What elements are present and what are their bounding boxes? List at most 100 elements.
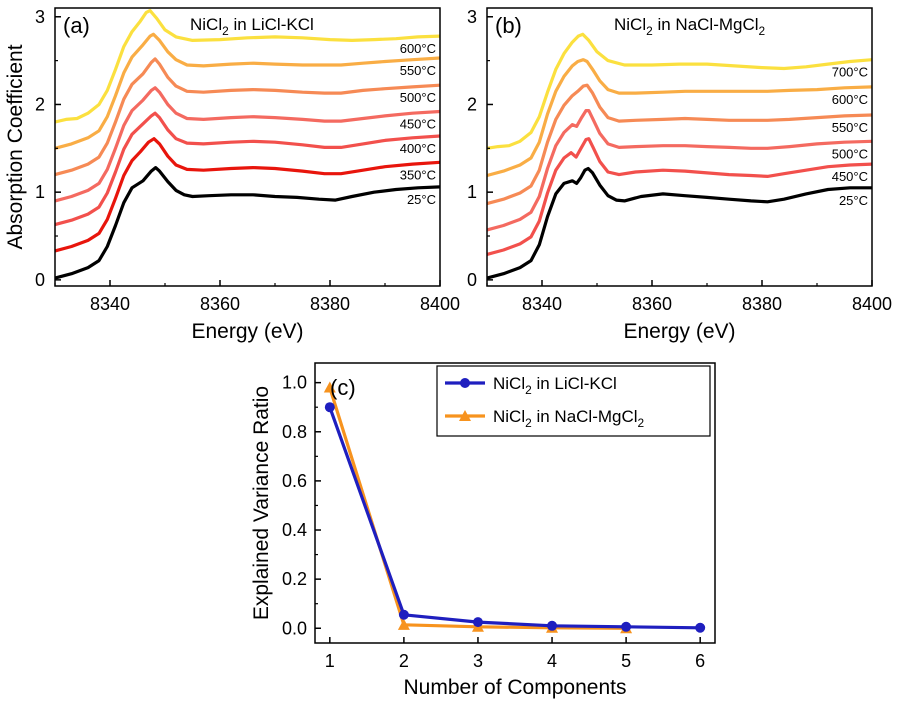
y-tick-label: 1 [467,182,477,202]
x-tick-label: 8400 [420,294,460,314]
data-point-circle [398,609,409,620]
y-tick-label: 1 [35,182,45,202]
y-tick-label: 0.4 [282,520,307,540]
text-part: NiCl [493,407,525,426]
y-tick-label: 2 [35,94,45,114]
y-axis-label: Explained Variance Ratio [250,386,273,620]
legend-label: NiCl2 in NaCl-MgCl2 [493,407,645,430]
data-point-circle [324,402,335,413]
panel-label: (b) [495,13,522,38]
curve-label: 25°C [407,192,436,207]
series-line-600°C [486,58,873,178]
x-tick-label: 8380 [742,294,782,314]
curve-label: 550°C [400,63,436,78]
x-tick-label: 3 [473,651,483,671]
curve-label: 450°C [832,169,868,184]
plot-frame [314,362,716,644]
data-point-triangle [397,618,410,630]
data-point-triangle [323,381,336,393]
plot-frame [54,7,441,287]
series-line-400°C [54,111,441,227]
subscript: 2 [525,383,532,397]
data-point-circle [621,621,632,632]
y-tick-label: 0.8 [282,422,307,442]
x-tick-label: 1 [325,651,335,671]
series-line-500°C [54,57,441,177]
curve-label: 700°C [832,65,868,80]
x-tick-label: 8360 [200,294,240,314]
series-line-550°C [54,32,441,150]
data-point-circle [695,622,706,633]
x-tick-label: 6 [695,651,705,671]
x-tick-label: 8400 [852,294,892,314]
y-tick-label: 0 [35,270,45,290]
plot-frame [486,7,873,287]
panel-title: NiCl2 in LiCl-KCl [190,15,314,38]
y-tick-label: 3 [467,7,477,27]
curve-label: 450°C [400,116,436,131]
subscript: 2 [222,24,229,38]
series-line-350°C [54,137,441,253]
x-tick-label: 8340 [522,294,562,314]
curve-label: 400°C [400,141,436,156]
panel-title: NiCl2 in NaCl-MgCl2 [614,15,766,38]
x-axis-label: Energy (eV) [623,320,735,343]
legend-marker-circle [460,378,470,388]
x-axis-label: Number of Components [404,676,627,699]
text-part: in NaCl-MgCl [532,407,638,426]
curve-label: 600°C [832,92,868,107]
data-point-circle [472,617,483,628]
series-line-600°C [54,9,441,124]
subscript: 2 [525,416,532,430]
x-tick-label: 8340 [90,294,130,314]
legend-box [436,365,711,437]
series-line-licl-kcl [328,406,701,630]
y-tick-label: 1.0 [282,373,307,393]
series-line-500°C [486,108,873,232]
panel-c: 1 2 3 4 5 6 0.0 0.2 0.4 0.6 0.8 1.0 (c) Number of Com… [250,362,716,699]
data-point-circle [547,620,558,631]
text-part: in NaCl-MgCl [653,15,759,34]
subscript: 2 [646,24,653,38]
y-tick-label: 0.6 [282,471,307,491]
series-line-450°C [486,137,873,256]
text-part: in LiCl-KCl [229,15,314,34]
series-line-25°C [54,166,441,280]
text-part: NiCl [493,374,525,393]
panel-label: (c) [330,375,356,400]
text-part: NiCl [614,15,646,34]
y-axis-label: Absorption Coefficient [4,44,27,249]
series-line-450°C [54,86,441,203]
panel-label: (a) [63,13,90,38]
text-part: in LiCl-KCl [532,374,617,393]
y-tick-label: 0.0 [282,618,307,638]
curve-label: 600°C [400,41,436,56]
series-line-550°C [486,83,873,206]
x-tick-label: 2 [399,651,409,671]
curve-label: 500°C [400,90,436,105]
series-line-25°C [486,166,872,280]
x-tick-label: 8380 [310,294,350,314]
legend-marker-triangle [459,410,471,421]
y-tick-label: 2 [467,94,477,114]
y-tick-label: 0.2 [282,569,307,589]
legend-label: NiCl2 in LiCl-KCl [493,374,617,397]
x-tick-label: 5 [621,651,631,671]
text-part: NiCl [190,15,222,34]
curve-label: 500°C [832,146,868,161]
x-tick-label: 8360 [632,294,672,314]
y-tick-label: 0 [467,270,477,290]
x-tick-label: 4 [547,651,557,671]
subscript: 2 [638,416,645,430]
curve-label: 350°C [400,167,436,182]
y-tick-label: 3 [35,7,45,27]
subscript: 2 [759,24,766,38]
curve-label: 25°C [839,193,868,208]
x-axis-label: Energy (eV) [191,320,303,343]
panel-b: 700°C 600°C 550°C 500°C 450°C 25°C 8340 8360 838… [467,7,892,343]
panel-a: 600°C 550°C 500°C 450°C 400°C 350°C 25°C 8340 83… [4,7,460,343]
series-line-700°C [486,32,873,150]
curve-label: 550°C [832,120,868,135]
